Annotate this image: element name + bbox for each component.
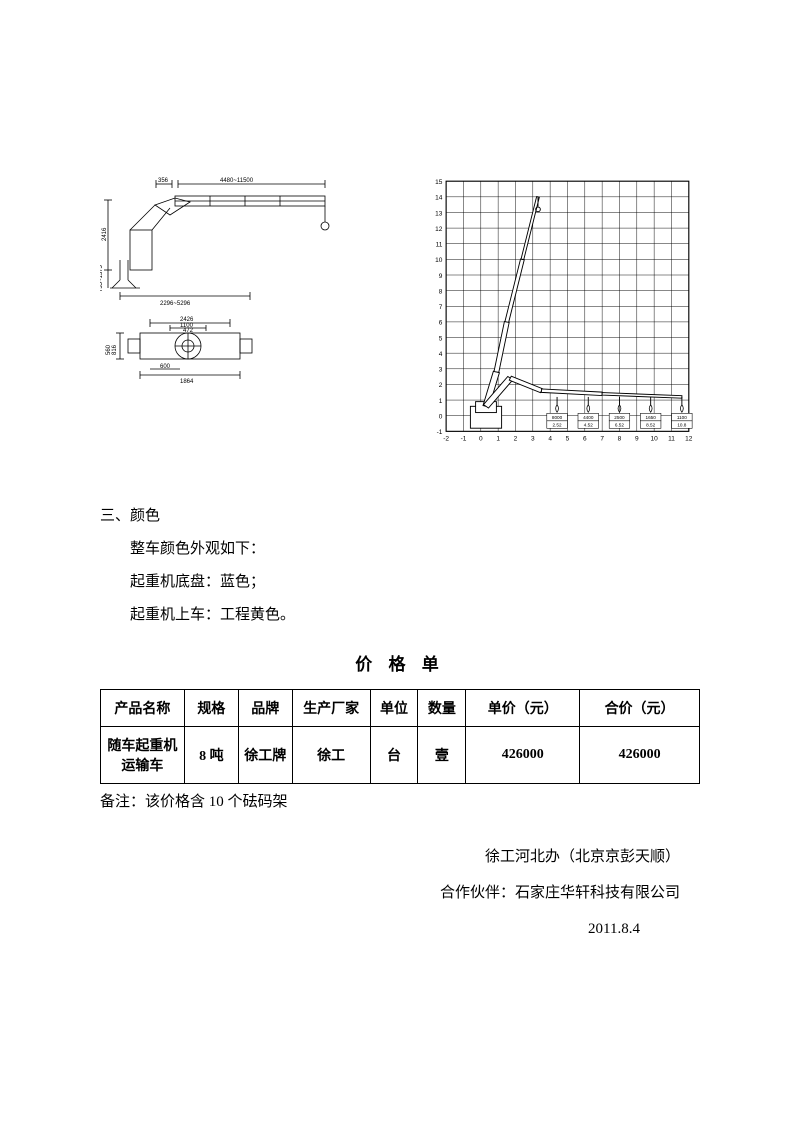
td-brand: 徐工牌: [238, 727, 292, 784]
svg-text:10: 10: [435, 257, 443, 264]
svg-text:12: 12: [685, 436, 693, 443]
svg-text:4: 4: [548, 436, 552, 443]
section3-line3: 起重机上车：工程黄色。: [130, 599, 700, 632]
section3-line2: 起重机底盘：蓝色；: [130, 566, 700, 599]
svg-text:15: 15: [435, 179, 443, 186]
load-chart: -2-10123456789101112-1012345678910111213…: [420, 170, 700, 450]
svg-text:6.52: 6.52: [615, 422, 624, 427]
svg-text:8000: 8000: [552, 415, 563, 420]
svg-text:14: 14: [435, 195, 443, 202]
td-total: 426000: [580, 727, 700, 784]
svg-text:4.52: 4.52: [584, 422, 593, 427]
dim-label: 816: [112, 344, 118, 355]
dim-label: 2416: [102, 227, 108, 241]
svg-text:4400: 4400: [583, 415, 594, 420]
svg-text:1650: 1650: [645, 415, 656, 420]
table-header-row: 产品名称 规格 品牌 生产厂家 单位 数量 单价（元） 合价（元）: [101, 690, 700, 727]
svg-text:2: 2: [439, 382, 443, 389]
svg-text:1: 1: [496, 436, 500, 443]
th-total: 合价（元）: [580, 690, 700, 727]
svg-text:7: 7: [439, 304, 443, 311]
th-brand: 品牌: [238, 690, 292, 727]
svg-text:1100: 1100: [677, 415, 687, 420]
dim-label: 560: [106, 344, 112, 355]
svg-text:2: 2: [514, 436, 518, 443]
dim-label: 2296~5296: [160, 301, 191, 307]
svg-text:1: 1: [439, 398, 443, 405]
signature-line1: 徐工河北办（北京京彭天顺）: [100, 839, 680, 875]
dim-label: 735~1375: [100, 264, 104, 292]
svg-text:-2: -2: [443, 436, 449, 443]
th-name: 产品名称: [101, 690, 185, 727]
th-qty: 数量: [418, 690, 466, 727]
th-unit: 单位: [370, 690, 418, 727]
svg-text:-1: -1: [437, 429, 443, 436]
svg-text:0: 0: [439, 414, 443, 421]
svg-text:11: 11: [668, 436, 675, 443]
svg-text:9: 9: [439, 273, 443, 280]
svg-text:6: 6: [439, 320, 443, 327]
svg-text:4: 4: [439, 351, 443, 358]
dim-label: 1864: [180, 379, 194, 385]
svg-text:13: 13: [435, 210, 443, 217]
td-name: 随车起重机运输车: [101, 727, 185, 784]
dim-label: 356: [158, 178, 169, 184]
signature-line2: 合作伙伴：石家庄华轩科技有限公司: [100, 875, 680, 911]
td-mfr: 徐工: [292, 727, 370, 784]
section3-heading: 三、颜色: [100, 500, 700, 533]
dim-label: 472: [183, 328, 194, 334]
note: 备注：该价格含 10 个砝码架: [100, 790, 700, 811]
td-unit: 台: [370, 727, 418, 784]
svg-text:0: 0: [479, 436, 483, 443]
svg-text:5: 5: [439, 335, 443, 342]
price-title: 价 格 单: [100, 650, 700, 675]
svg-text:12: 12: [435, 226, 443, 233]
dim-label: 600: [160, 364, 171, 370]
svg-text:10.8: 10.8: [677, 422, 686, 427]
td-spec: 8 吨: [184, 727, 238, 784]
th-unit-price: 单价（元）: [466, 690, 580, 727]
td-qty: 壹: [418, 727, 466, 784]
svg-text:8: 8: [439, 288, 443, 295]
svg-text:7: 7: [600, 436, 604, 443]
svg-text:-1: -1: [461, 436, 467, 443]
svg-text:6: 6: [583, 436, 587, 443]
price-table: 产品名称 规格 品牌 生产厂家 单位 数量 单价（元） 合价（元） 随车起重机运…: [100, 689, 700, 784]
svg-text:3: 3: [531, 436, 535, 443]
svg-text:11: 11: [436, 242, 443, 249]
section3-line1: 整车颜色外观如下：: [130, 533, 700, 566]
svg-text:10: 10: [651, 436, 659, 443]
svg-text:2500: 2500: [614, 415, 625, 420]
dim-label: 4480~11500: [220, 178, 254, 184]
crane-side-diagram: 356 4480~11500 2416 735~1375 2296~5296: [100, 170, 360, 390]
svg-text:9: 9: [635, 436, 639, 443]
signature-date: 2011.8.4: [100, 911, 680, 947]
table-row: 随车起重机运输车 8 吨 徐工牌 徐工 台 壹 426000 426000: [101, 727, 700, 784]
svg-text:5: 5: [566, 436, 570, 443]
svg-text:8: 8: [618, 436, 622, 443]
th-spec: 规格: [184, 690, 238, 727]
svg-text:2.52: 2.52: [553, 422, 562, 427]
th-mfr: 生产厂家: [292, 690, 370, 727]
td-unit-price: 426000: [466, 727, 580, 784]
svg-text:8.52: 8.52: [646, 422, 655, 427]
svg-text:3: 3: [439, 367, 443, 374]
